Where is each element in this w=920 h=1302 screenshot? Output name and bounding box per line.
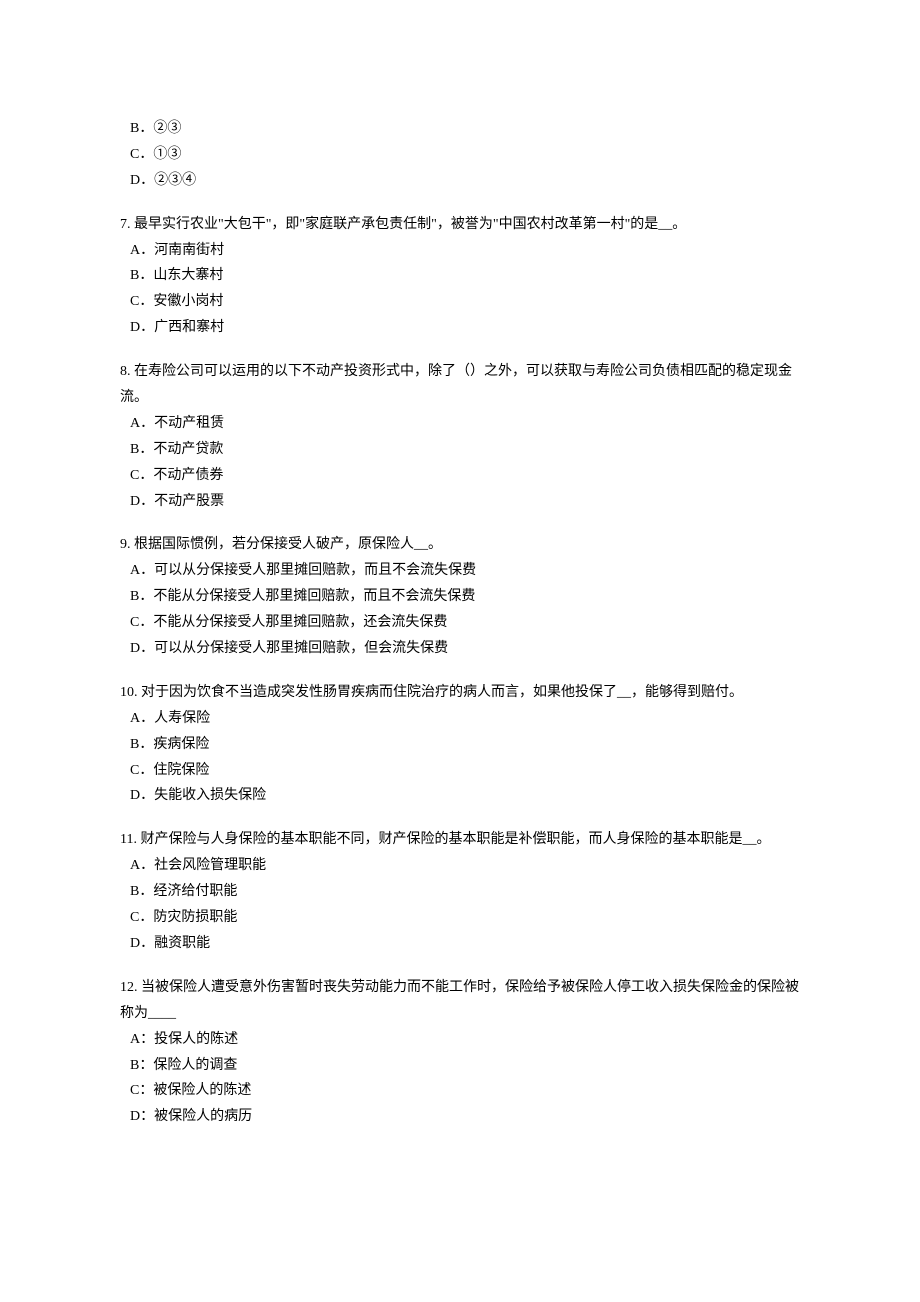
option-12c: C：被保险人的陈述	[120, 1078, 800, 1104]
option-11d: D．融资职能	[120, 931, 800, 957]
question-10: 10. 对于因为饮食不当造成突发性肠胃疾病而住院治疗的病人而言，如果他投保了__…	[120, 680, 800, 809]
option-9a: A．可以从分保接受人那里摊回赔款，而且不会流失保费	[120, 558, 800, 584]
option-11a: A．社会风险管理职能	[120, 853, 800, 879]
option-12a: A：投保人的陈述	[120, 1027, 800, 1053]
option-6d: D．②③④	[120, 168, 800, 194]
option-8c: C．不动产债券	[120, 463, 800, 489]
question-11: 11. 财产保险与人身保险的基本职能不同，财产保险的基本职能是补偿职能，而人身保…	[120, 827, 800, 956]
option-8a: A．不动产租赁	[120, 411, 800, 437]
option-7d: D．广西和寨村	[120, 315, 800, 341]
question-9-text: 9. 根据国际惯例，若分保接受人破产，原保险人__。	[120, 532, 800, 558]
option-8b: B．不动产贷款	[120, 437, 800, 463]
option-9d: D．可以从分保接受人那里摊回赔款，但会流失保费	[120, 636, 800, 662]
option-10d: D．失能收入损失保险	[120, 783, 800, 809]
option-9b: B．不能从分保接受人那里摊回赔款，而且不会流失保费	[120, 584, 800, 610]
option-7b: B．山东大寨村	[120, 263, 800, 289]
option-11c: C．防灾防损职能	[120, 905, 800, 931]
option-7a: A．河南南街村	[120, 238, 800, 264]
option-10a: A．人寿保险	[120, 706, 800, 732]
option-6c: C．①③	[120, 142, 800, 168]
question-12: 12. 当被保险人遭受意外伤害暂时丧失劳动能力而不能工作时，保险给予被保险人停工…	[120, 975, 800, 1130]
option-7c: C．安徽小岗村	[120, 289, 800, 315]
question-12-text: 12. 当被保险人遭受意外伤害暂时丧失劳动能力而不能工作时，保险给予被保险人停工…	[120, 975, 800, 1027]
option-6b: B．②③	[120, 116, 800, 142]
question-8-text: 8. 在寿险公司可以运用的以下不动产投资形式中，除了（）之外，可以获取与寿险公司…	[120, 359, 800, 411]
question-11-text: 11. 财产保险与人身保险的基本职能不同，财产保险的基本职能是补偿职能，而人身保…	[120, 827, 800, 853]
option-11b: B．经济给付职能	[120, 879, 800, 905]
option-10c: C．住院保险	[120, 758, 800, 784]
option-8d: D．不动产股票	[120, 489, 800, 515]
option-10b: B．疾病保险	[120, 732, 800, 758]
option-12b: B：保险人的调查	[120, 1053, 800, 1079]
question-7: 7. 最早实行农业"大包干"，即"家庭联产承包责任制"，被誉为"中国农村改革第一…	[120, 212, 800, 341]
question-10-text: 10. 对于因为饮食不当造成突发性肠胃疾病而住院治疗的病人而言，如果他投保了__…	[120, 680, 800, 706]
option-9c: C．不能从分保接受人那里摊回赔款，还会流失保费	[120, 610, 800, 636]
question-9: 9. 根据国际惯例，若分保接受人破产，原保险人__。 A．可以从分保接受人那里摊…	[120, 532, 800, 661]
question-7-text: 7. 最早实行农业"大包干"，即"家庭联产承包责任制"，被誉为"中国农村改革第一…	[120, 212, 800, 238]
option-12d: D：被保险人的病历	[120, 1104, 800, 1130]
question-8: 8. 在寿险公司可以运用的以下不动产投资形式中，除了（）之外，可以获取与寿险公司…	[120, 359, 800, 514]
